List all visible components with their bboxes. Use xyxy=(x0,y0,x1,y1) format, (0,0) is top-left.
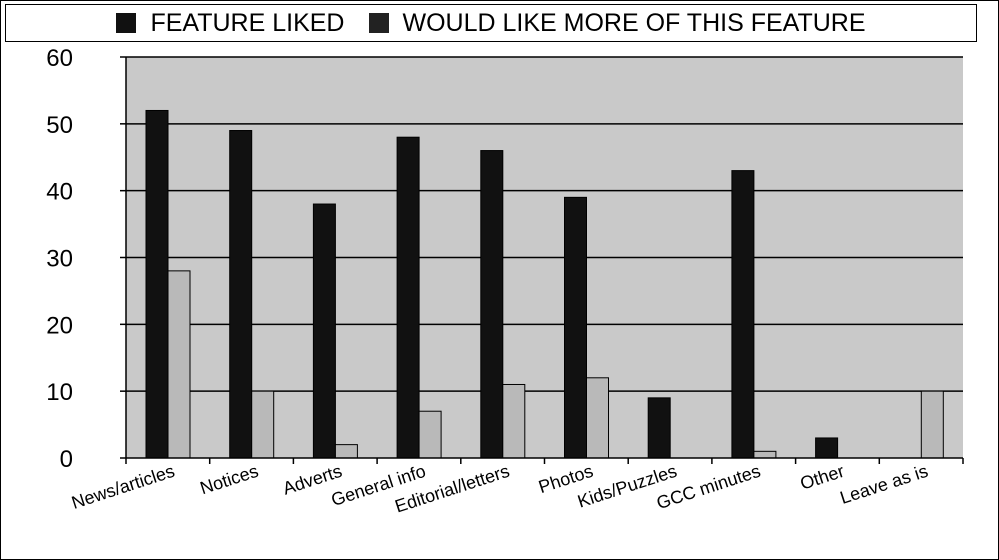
x-category-label: News/articles xyxy=(69,461,177,513)
gridlines xyxy=(126,56,963,392)
legend-swatch-more xyxy=(368,13,389,33)
bar-would-like-more xyxy=(418,410,442,459)
bar-feature-liked xyxy=(312,203,336,459)
bar-feature-liked xyxy=(480,150,504,459)
bar-feature-liked xyxy=(229,130,253,459)
bar-would-like-more xyxy=(753,450,777,459)
bar-feature-liked xyxy=(564,196,587,459)
y-tick-label: 40 xyxy=(46,179,73,206)
legend-swatch-liked xyxy=(116,13,137,33)
y-tick-label: 60 xyxy=(46,45,73,72)
bar-would-like-more xyxy=(586,377,609,459)
y-tick-label: 20 xyxy=(46,312,73,339)
bar-feature-liked xyxy=(815,437,839,459)
y-tick-label: 50 xyxy=(46,112,73,139)
bar-feature-liked xyxy=(647,397,671,459)
legend: FEATURE LIKED WOULD LIKE MORE OF THIS FE… xyxy=(5,4,977,42)
bar-would-like-more xyxy=(502,383,526,459)
x-category-label: Leave as is xyxy=(838,461,931,508)
bar-would-like-more xyxy=(251,390,275,459)
legend-label-liked: FEATURE LIKED xyxy=(150,8,345,37)
legend-label-more: WOULD LIKE MORE OF THIS FEATURE xyxy=(402,8,866,37)
axes xyxy=(120,56,964,464)
x-category-label: Notices xyxy=(198,461,261,499)
bar-would-like-more xyxy=(334,444,358,459)
y-tick-label: 0 xyxy=(60,446,73,473)
bar-would-like-more xyxy=(167,270,191,459)
bar-would-like-more xyxy=(920,390,944,459)
y-tick-label: 30 xyxy=(46,246,73,273)
legend-item-liked: FEATURE LIKED xyxy=(116,8,345,38)
bar-feature-liked xyxy=(396,136,420,459)
legend-item-more: WOULD LIKE MORE OF THIS FEATURE xyxy=(368,8,866,38)
y-tick-label: 10 xyxy=(46,379,73,406)
bar-feature-liked xyxy=(731,170,755,459)
bar-feature-liked xyxy=(145,109,169,459)
bars xyxy=(145,109,944,459)
y-tick-labels: 0 10 20 30 40 50 60 xyxy=(46,45,73,473)
